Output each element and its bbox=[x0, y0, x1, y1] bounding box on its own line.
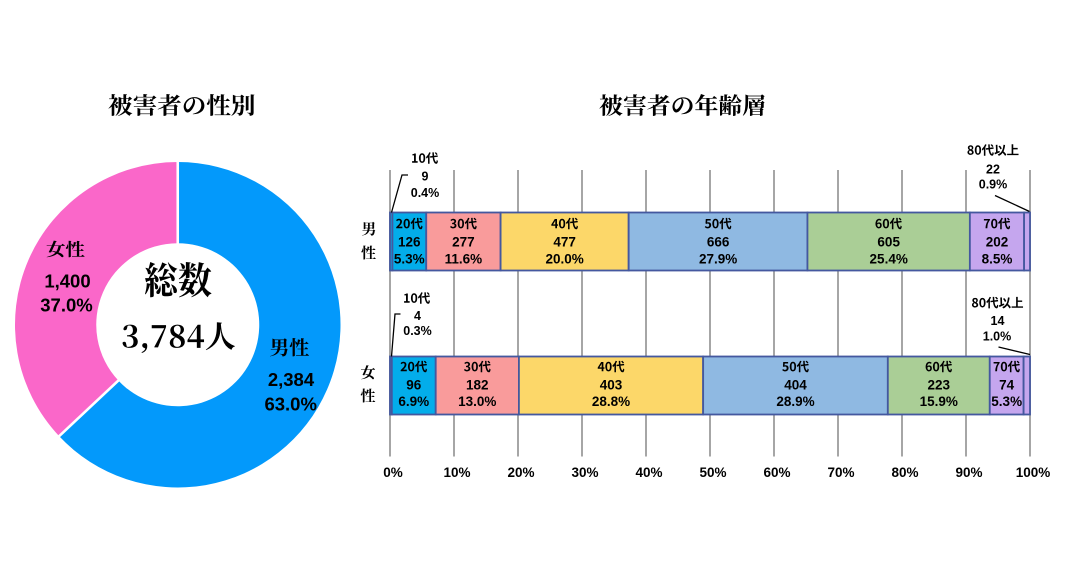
svg-text:50%: 50% bbox=[699, 465, 726, 480]
svg-text:27.9%: 27.9% bbox=[699, 252, 737, 267]
svg-text:2,384: 2,384 bbox=[268, 369, 315, 390]
svg-text:22: 22 bbox=[986, 163, 1000, 177]
svg-text:1,400: 1,400 bbox=[44, 271, 90, 292]
svg-text:277: 277 bbox=[452, 235, 475, 250]
svg-text:477: 477 bbox=[553, 235, 576, 250]
svg-text:4: 4 bbox=[414, 309, 421, 323]
svg-text:0.9%: 0.9% bbox=[979, 178, 1008, 192]
svg-text:202: 202 bbox=[986, 235, 1009, 250]
svg-text:40%: 40% bbox=[635, 465, 662, 480]
svg-text:8.5%: 8.5% bbox=[982, 252, 1013, 267]
svg-text:11.6%: 11.6% bbox=[445, 252, 483, 267]
svg-text:605: 605 bbox=[877, 235, 900, 250]
svg-text:403: 403 bbox=[600, 378, 623, 393]
svg-text:5.3%: 5.3% bbox=[991, 394, 1022, 409]
svg-text:30%: 30% bbox=[571, 465, 598, 480]
svg-text:90%: 90% bbox=[955, 465, 982, 480]
svg-text:666: 666 bbox=[707, 235, 730, 250]
svg-text:100%: 100% bbox=[1016, 465, 1051, 480]
svg-text:0.4%: 0.4% bbox=[411, 186, 440, 200]
svg-text:37.0%: 37.0% bbox=[40, 295, 92, 316]
svg-text:63.0%: 63.0% bbox=[264, 394, 316, 415]
svg-text:126: 126 bbox=[398, 235, 421, 250]
svg-text:74: 74 bbox=[999, 378, 1015, 393]
svg-text:5.3%: 5.3% bbox=[394, 252, 425, 267]
svg-text:80%: 80% bbox=[891, 465, 918, 480]
svg-text:404: 404 bbox=[784, 378, 807, 393]
svg-text:28.9%: 28.9% bbox=[776, 394, 814, 409]
svg-text:13.0%: 13.0% bbox=[458, 394, 496, 409]
svg-text:10%: 10% bbox=[443, 465, 470, 480]
svg-text:25.4%: 25.4% bbox=[870, 252, 908, 267]
svg-text:60%: 60% bbox=[763, 465, 790, 480]
svg-text:28.8%: 28.8% bbox=[592, 394, 630, 409]
svg-text:1.0%: 1.0% bbox=[983, 329, 1012, 343]
svg-text:0%: 0% bbox=[383, 465, 403, 480]
svg-text:70%: 70% bbox=[827, 465, 854, 480]
svg-text:0.3%: 0.3% bbox=[403, 324, 432, 338]
svg-text:6.9%: 6.9% bbox=[398, 394, 429, 409]
svg-text:20.0%: 20.0% bbox=[545, 252, 583, 267]
svg-text:223: 223 bbox=[928, 378, 951, 393]
svg-text:96: 96 bbox=[406, 378, 422, 393]
svg-text:182: 182 bbox=[466, 378, 489, 393]
svg-text:14: 14 bbox=[991, 314, 1005, 328]
svg-text:15.9%: 15.9% bbox=[920, 394, 958, 409]
svg-text:20%: 20% bbox=[507, 465, 534, 480]
svg-text:9: 9 bbox=[422, 170, 429, 184]
